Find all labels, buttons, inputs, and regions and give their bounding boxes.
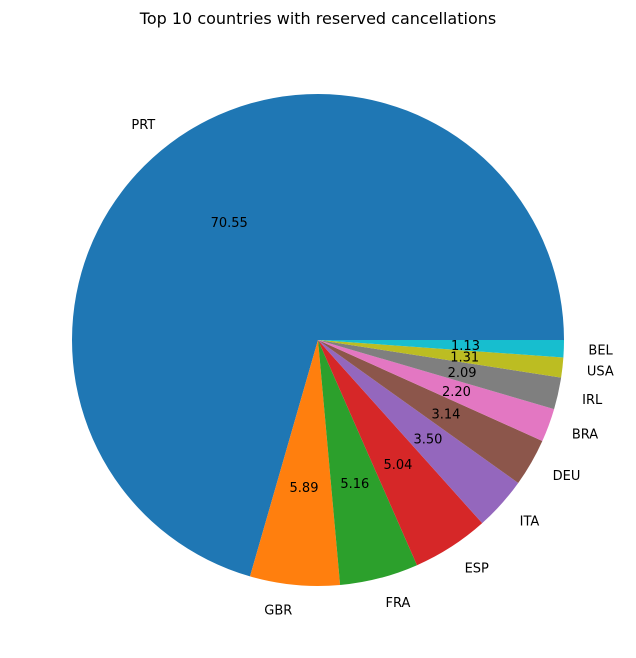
value-labels: 70.55 5.89 5.16 5.043.50 3.14 2.20 2.091.311.1… <box>211 216 480 496</box>
category-label-gbr: GBR <box>264 603 292 618</box>
category-label-usa: USA <box>587 364 614 379</box>
pie-slice-esp <box>318 340 483 566</box>
value-label-irl: 2.09 <box>448 366 477 381</box>
pie-slice-bra <box>318 340 555 441</box>
value-label-fra: 5.16 <box>340 477 369 492</box>
pie-slice-irl <box>318 340 562 410</box>
value-label-usa: 1.31 <box>450 351 479 366</box>
category-label-ita: ITA <box>520 514 540 529</box>
category-label-bel: BEL <box>588 344 613 359</box>
value-label-gbr: 5.89 <box>290 481 319 496</box>
category-label-esp: ESP <box>465 561 489 576</box>
value-label-prt: 70.55 <box>211 216 248 231</box>
pie-slice-bel <box>318 340 564 358</box>
chart-title: Top 10 countries with reserved cancellat… <box>139 9 496 28</box>
pie-slice-prt <box>71 93 564 577</box>
category-label-prt: PRT <box>131 118 155 133</box>
category-label-deu: DEU <box>553 469 581 484</box>
pie-slice-fra <box>318 340 417 586</box>
value-label-ita: 3.50 <box>414 432 443 447</box>
value-label-bra: 2.20 <box>442 385 471 400</box>
category-label-irl: IRL <box>582 393 603 408</box>
pie-slices <box>71 93 564 586</box>
value-label-deu: 3.14 <box>432 408 461 423</box>
value-label-esp: 5.04 <box>383 458 412 473</box>
pie-slice-usa <box>318 340 564 378</box>
value-label-bel: 1.13 <box>451 339 480 354</box>
pie-slice-gbr <box>250 340 341 586</box>
category-label-fra: FRA <box>385 596 410 611</box>
category-labels: PRT GBR FRA ESP ITA DEU BRA IRL USA BEL <box>131 118 614 619</box>
category-label-bra: BRA <box>572 428 598 443</box>
pie-slice-ita <box>318 340 519 524</box>
pie-slice-deu <box>318 340 543 483</box>
